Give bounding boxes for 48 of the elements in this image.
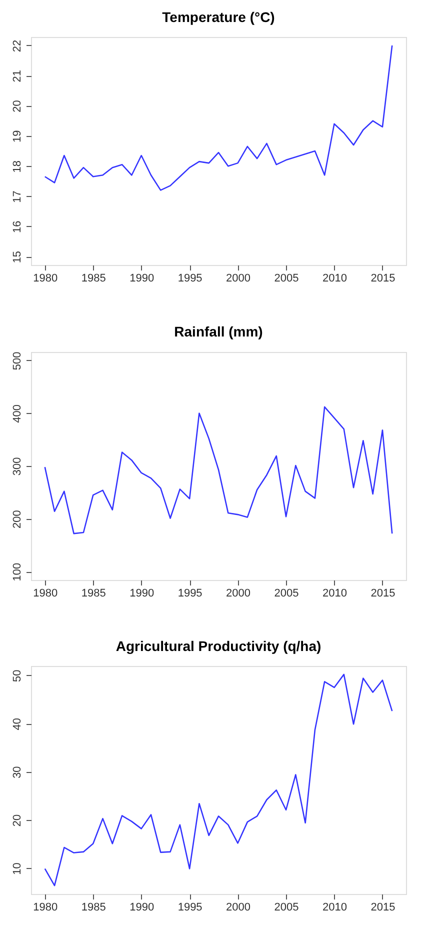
- x-tick-label: 1995: [178, 902, 202, 914]
- x-tick-label: 1985: [81, 588, 106, 600]
- x-tick-label: 2000: [226, 588, 251, 600]
- y-tick-label: 200: [12, 510, 24, 528]
- y-tick-label: 17: [12, 190, 24, 203]
- y-tick-label: 100: [12, 562, 24, 582]
- x-tick-label: 2000: [226, 902, 251, 914]
- y-tick-label: 21: [12, 70, 24, 82]
- x-tick-label: 2010: [322, 272, 347, 284]
- y-tick-label: 10: [12, 862, 24, 875]
- y-tick-label: 15: [12, 250, 24, 264]
- x-tick-label: 2010: [322, 588, 347, 600]
- y-tick-label: 40: [12, 718, 24, 730]
- x-tick-label: 1990: [130, 272, 154, 284]
- y-tick-label: 300: [12, 457, 24, 476]
- y-tick-label: 50: [12, 670, 24, 682]
- x-tick-label: 2000: [226, 272, 251, 284]
- x-tick-label: 1995: [178, 272, 202, 284]
- x-tick-label: 1985: [81, 902, 106, 914]
- x-tick-label: 2005: [274, 588, 299, 600]
- y-tick-label: 400: [12, 404, 24, 423]
- chart-title: Rainfall (mm): [174, 323, 263, 340]
- x-tick-label: 1980: [33, 588, 58, 600]
- line-series: [44, 674, 393, 886]
- x-tick-label: 2015: [370, 272, 396, 284]
- y-tick-label: 500: [12, 352, 24, 370]
- x-tick-label: 1990: [130, 588, 154, 600]
- chart-title: Agricultural Productivity (q/ha): [116, 638, 322, 654]
- x-tick-label: 2010: [322, 902, 347, 914]
- x-tick-label: 1985: [81, 272, 106, 284]
- chart-title: Temperature (°C): [162, 9, 275, 25]
- line-series: [44, 44, 393, 191]
- line-series: [44, 406, 393, 534]
- x-tick-label: 1995: [178, 588, 202, 600]
- x-tick-label: 2005: [274, 272, 299, 284]
- y-tick-label: 18: [12, 160, 24, 173]
- x-tick-label: 2015: [370, 588, 396, 600]
- x-tick-label: 2015: [370, 902, 396, 914]
- x-tick-label: 1980: [33, 902, 58, 914]
- y-tick-label: 16: [12, 220, 24, 234]
- x-tick-label: 1980: [33, 272, 58, 284]
- x-tick-label: 2005: [274, 902, 299, 914]
- y-tick-label: 20: [12, 100, 24, 112]
- y-tick-label: 20: [12, 814, 24, 827]
- y-tick-label: 19: [12, 130, 24, 143]
- x-tick-label: 1990: [130, 902, 154, 914]
- y-tick-label: 22: [12, 40, 24, 52]
- y-tick-label: 30: [12, 766, 24, 778]
